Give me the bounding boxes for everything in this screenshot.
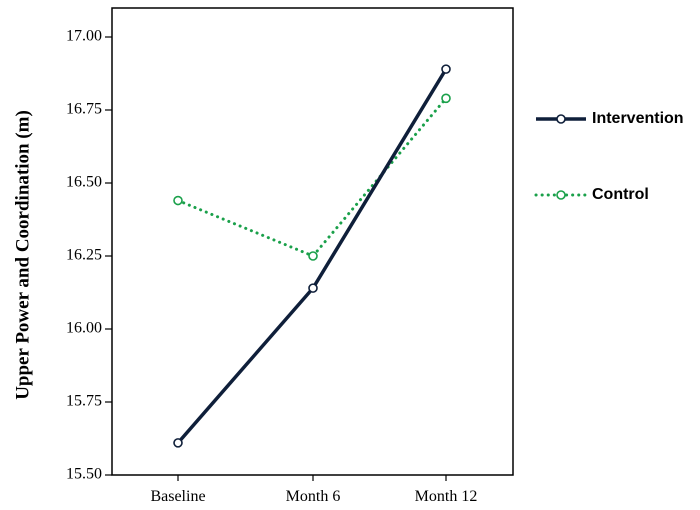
x-tick-label: Month 6: [286, 488, 341, 505]
series-line-control: [176, 96, 448, 258]
y-tick-label: 15.75: [66, 393, 102, 410]
y-tick-label: 16.00: [66, 320, 102, 337]
legend-label-intervention: Intervention: [592, 110, 684, 127]
legend-marker-intervention: [556, 114, 566, 124]
data-point-intervention: [441, 64, 451, 74]
data-point-control: [173, 195, 183, 206]
legend-marker-control: [556, 190, 566, 200]
y-tick-label: 17.00: [66, 28, 102, 45]
x-tick-label: Month 12: [415, 488, 478, 505]
y-tick-label: 15.50: [66, 466, 102, 483]
y-tick-label: 16.25: [66, 247, 102, 264]
x-tick-label: Baseline: [150, 488, 205, 505]
y-tick-label: 16.50: [66, 174, 102, 191]
data-point-control: [308, 251, 318, 261]
data-point-intervention: [308, 283, 318, 293]
data-point-intervention: [173, 438, 183, 448]
plot-area-frame: [111, 7, 514, 476]
y-tick-label: 16.75: [66, 101, 102, 118]
legend-label-control: Control: [592, 186, 649, 203]
data-point-control: [441, 93, 451, 104]
y-axis-title: Upper Power and Coordination (m): [12, 110, 33, 400]
